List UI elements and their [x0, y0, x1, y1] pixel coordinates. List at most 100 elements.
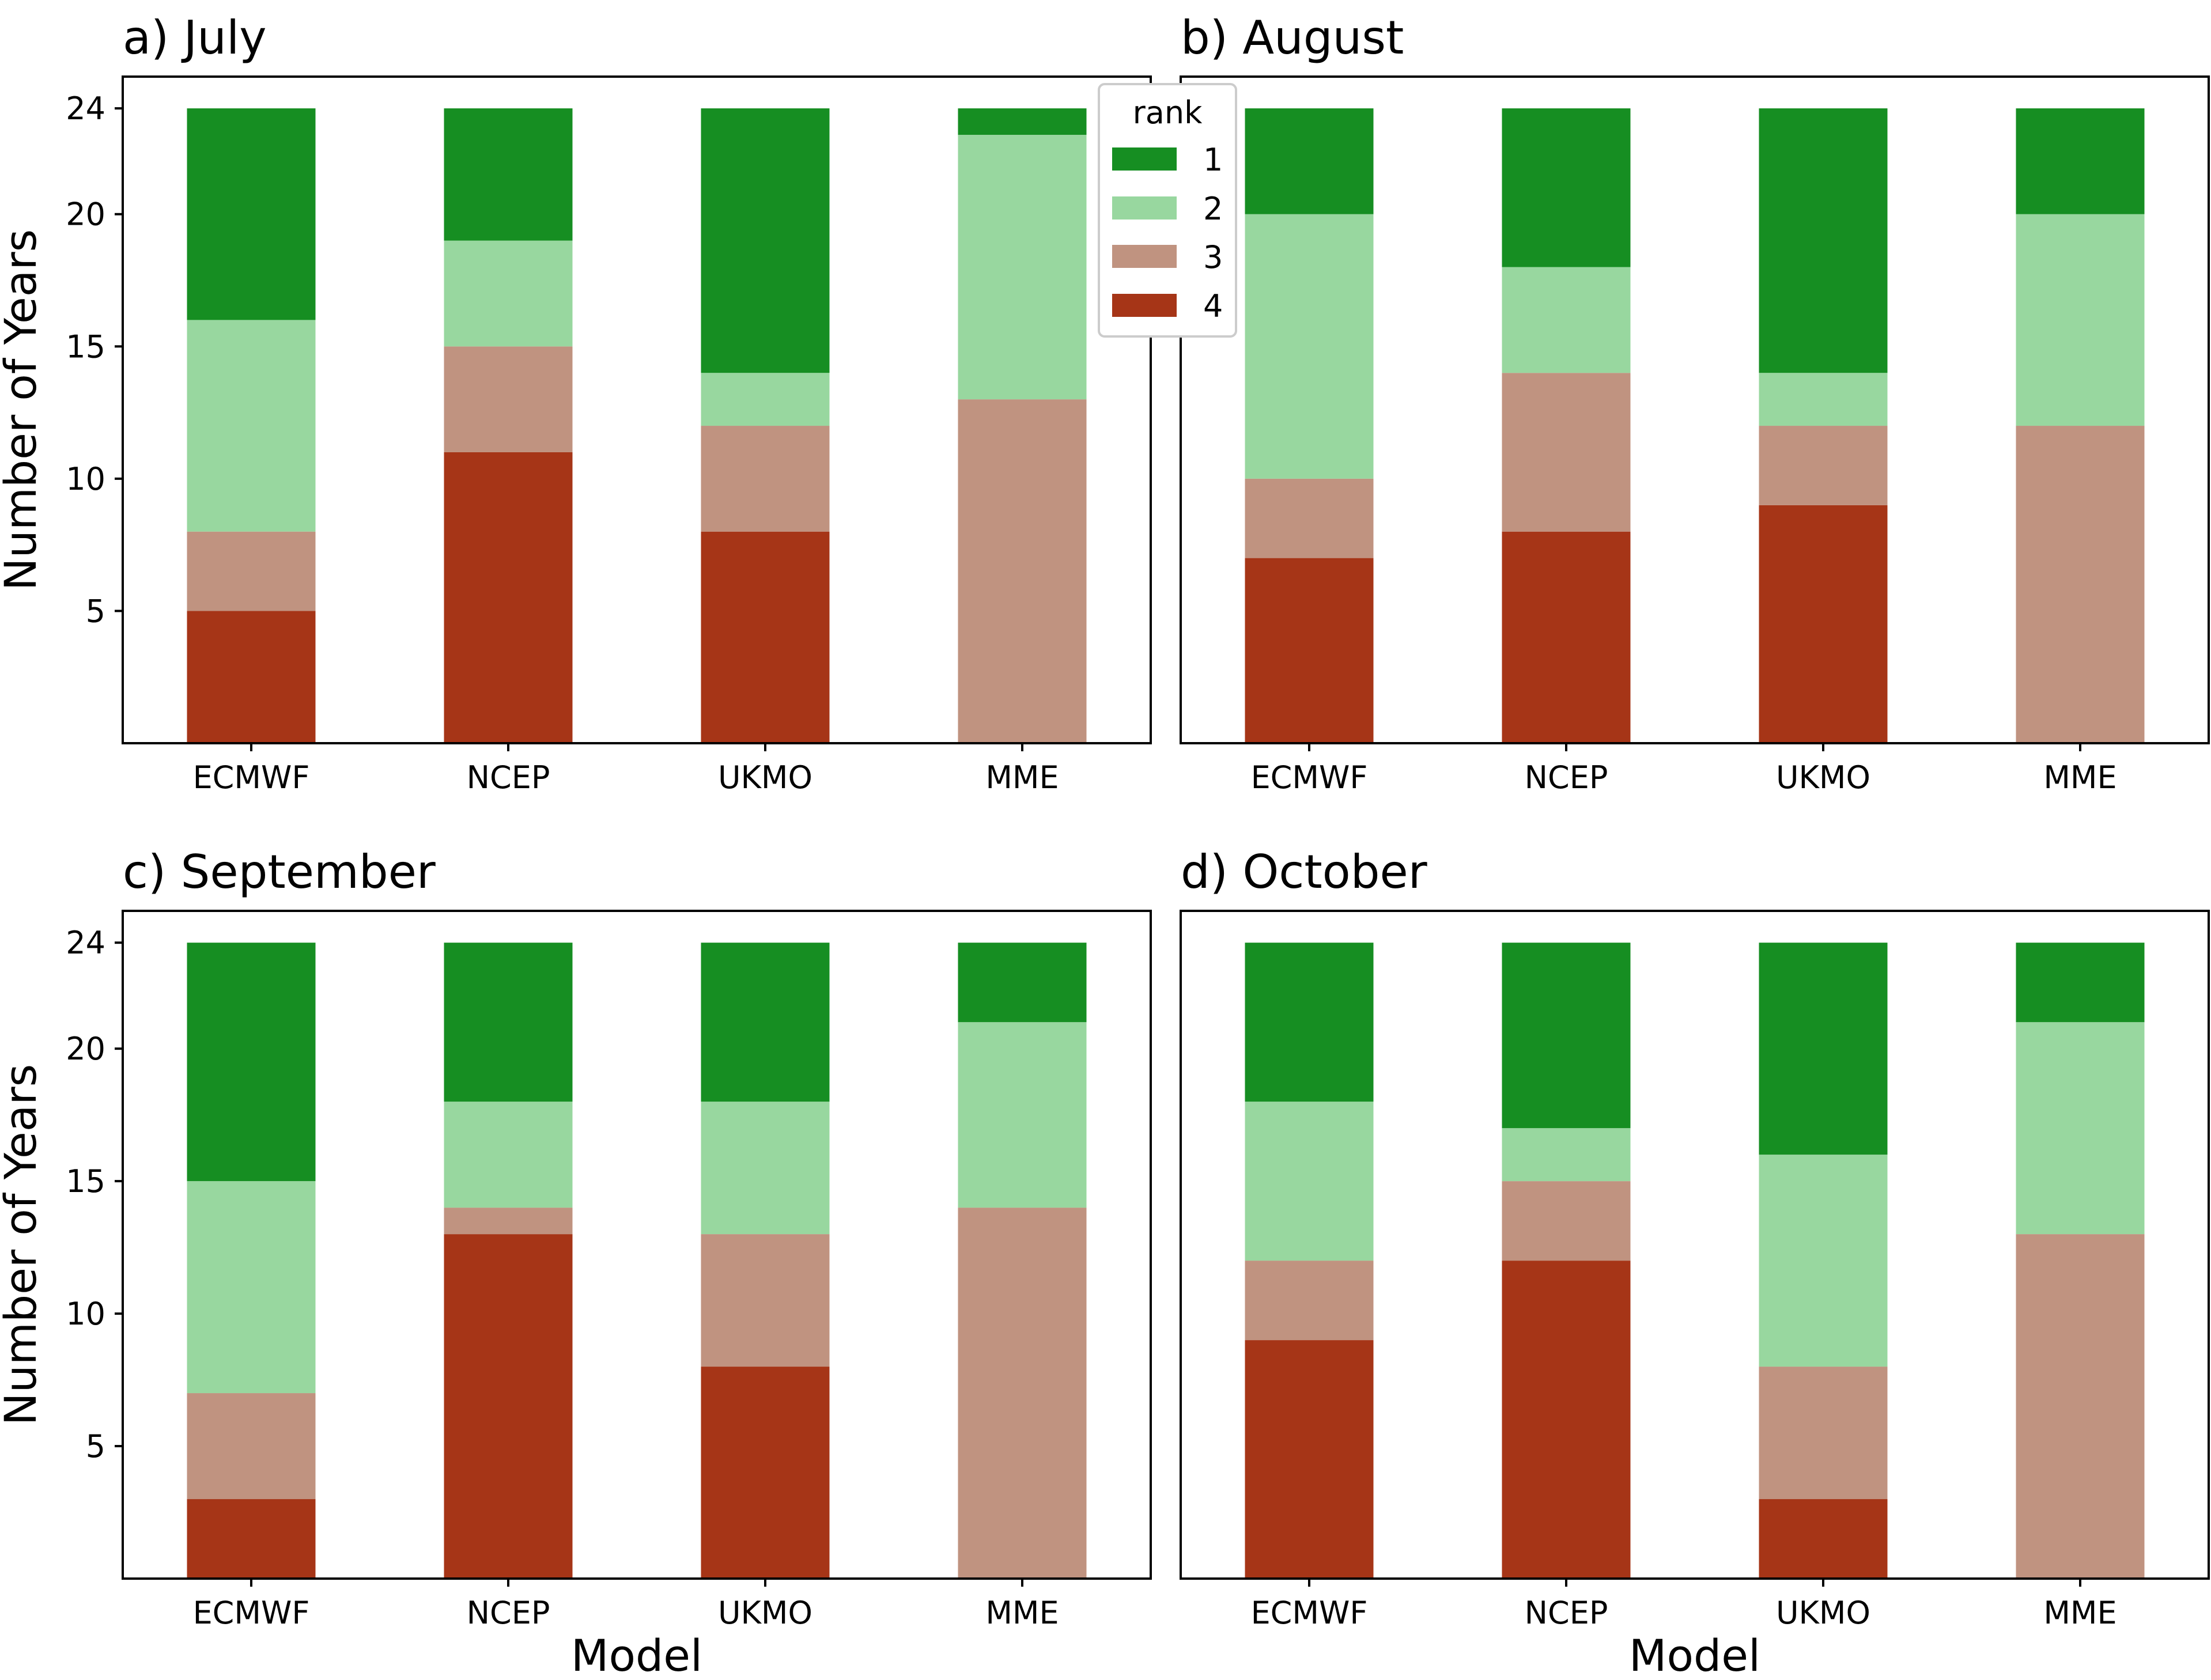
bar-ukmo-rank-1: [701, 108, 830, 373]
bar-mme-rank-2: [958, 1022, 1087, 1208]
bar-ukmo-rank-3: [701, 426, 830, 532]
bar-mme-rank-3: [958, 399, 1087, 743]
y-tick-label: 15: [66, 328, 105, 365]
x-axis-label: Model: [1629, 1630, 1760, 1680]
panel-title: c) September: [123, 845, 436, 899]
bar-mme-rank-1: [2016, 108, 2145, 214]
bar-mme-rank-3: [958, 1208, 1087, 1579]
plot-frame: [122, 75, 1152, 744]
legend: rank 1 2 3 4: [1098, 83, 1237, 338]
bar-mme-rank-2: [2016, 1022, 2145, 1235]
x-tick-label: ECMWF: [1251, 759, 1368, 796]
bar-ecmwf-rank-4: [187, 611, 316, 743]
y-axis-label: Number of Years: [0, 229, 46, 591]
bar-ukmo-rank-4: [701, 1367, 830, 1579]
bar-ncep-rank-4: [1502, 531, 1631, 743]
x-tick-label: MME: [985, 759, 1059, 796]
bar-ecmwf-rank-4: [1245, 558, 1374, 743]
bar-ncep-rank-4: [1502, 1261, 1631, 1579]
bar-ecmwf-rank-1: [1245, 108, 1374, 214]
legend-swatch-3: [1112, 245, 1177, 268]
bar-ukmo-rank-1: [701, 943, 830, 1102]
bar-ncep-rank-1: [1502, 108, 1631, 267]
bar-ecmwf-rank-2: [187, 320, 316, 532]
bar-ecmwf-rank-4: [187, 1499, 316, 1579]
y-tick-label: 24: [66, 925, 105, 961]
bar-mme-rank-1: [958, 108, 1087, 135]
bar-ukmo-rank-4: [701, 531, 830, 743]
bar-ncep-rank-4: [444, 1234, 573, 1579]
plot-frame: [1180, 910, 2210, 1580]
legend-swatch-2: [1112, 196, 1177, 220]
bar-ukmo-rank-3: [1759, 426, 1888, 505]
bar-ncep-rank-3: [444, 346, 573, 452]
y-tick-label: 5: [86, 1428, 105, 1465]
x-tick-label: UKMO: [718, 759, 812, 796]
bar-ecmwf-rank-4: [1245, 1340, 1374, 1579]
x-tick-label: MME: [985, 1595, 1059, 1631]
bar-ukmo-rank-2: [1759, 1155, 1888, 1367]
panel-september: c) September ECMWF NCEP UKMO MME 5 10 15 20 24 Num…: [0, 845, 1152, 1680]
bar-ukmo-rank-4: [1759, 505, 1888, 743]
y-axis-label: Number of Years: [0, 1064, 46, 1425]
bar-ecmwf-rank-1: [187, 108, 316, 320]
bar-ncep-rank-1: [444, 943, 573, 1102]
bar-ecmwf-rank-3: [187, 1393, 316, 1500]
legend-title: rank: [1133, 94, 1203, 131]
bar-ecmwf-rank-3: [1245, 1261, 1374, 1341]
bar-ncep-rank-2: [1502, 267, 1631, 373]
x-tick-label: NCEP: [467, 1595, 550, 1631]
legend-label-4: 4: [1203, 288, 1223, 324]
y-tick-label: 10: [66, 461, 105, 497]
bar-mme-rank-3: [2016, 1234, 2145, 1579]
y-tick-label: 20: [66, 1031, 105, 1067]
bar-mme-rank-2: [958, 135, 1087, 400]
bar-ncep-rank-2: [444, 1102, 573, 1208]
bar-ecmwf-rank-1: [187, 943, 316, 1182]
panel-october: d) October ECMWF NCEP UKMO MME Model: [1180, 845, 2210, 1680]
bar-mme-rank-2: [2016, 214, 2145, 426]
x-tick-label: MME: [2043, 759, 2116, 796]
bar-ukmo-rank-1: [1759, 943, 1888, 1155]
bar-ukmo-rank-4: [1759, 1499, 1888, 1579]
x-tick-label: UKMO: [1776, 1595, 1870, 1631]
bar-ncep-rank-4: [444, 452, 573, 743]
bar-ukmo-rank-2: [701, 373, 830, 426]
panel-august: b) August ECMWF NCEP UKMO MME: [1180, 11, 2210, 796]
bar-ecmwf-rank-2: [187, 1181, 316, 1394]
x-tick-label: MME: [2043, 1595, 2116, 1631]
bar-ukmo-rank-1: [1759, 108, 1888, 373]
bar-ukmo-rank-2: [1759, 373, 1888, 426]
bar-mme-rank-1: [2016, 943, 2145, 1023]
y-tick-label: 20: [66, 196, 105, 233]
bar-ncep-rank-1: [1502, 943, 1631, 1129]
bar-ecmwf-rank-1: [1245, 943, 1374, 1102]
legend-label-1: 1: [1203, 142, 1223, 178]
x-tick-label: ECMWF: [193, 759, 310, 796]
y-tick-label: 5: [86, 593, 105, 629]
legend-label-2: 2: [1203, 191, 1223, 227]
bar-ncep-rank-2: [444, 240, 573, 347]
panel-title: d) October: [1181, 845, 1427, 899]
x-tick-label: NCEP: [467, 759, 550, 796]
bar-ecmwf-rank-3: [187, 531, 316, 611]
legend-swatch-4: [1112, 294, 1177, 317]
x-tick-label: NCEP: [1525, 759, 1608, 796]
bar-ukmo-rank-3: [1759, 1367, 1888, 1500]
bar-ncep-rank-1: [444, 108, 573, 241]
bar-ncep-rank-3: [1502, 1181, 1631, 1261]
x-tick-label: ECMWF: [1251, 1595, 1368, 1631]
bar-ecmwf-rank-2: [1245, 214, 1374, 479]
y-tick-label: 24: [66, 90, 105, 127]
bar-ukmo-rank-2: [701, 1102, 830, 1235]
bar-mme-rank-1: [958, 943, 1087, 1023]
legend-swatch-1: [1112, 147, 1177, 171]
x-tick-label: UKMO: [718, 1595, 812, 1631]
bar-ukmo-rank-3: [701, 1234, 830, 1367]
panel-title: a) July: [123, 11, 267, 65]
bar-mme-rank-3: [2016, 426, 2145, 743]
x-tick-label: NCEP: [1525, 1595, 1608, 1631]
y-tick-label: 10: [66, 1296, 105, 1332]
plot-frame: [122, 910, 1152, 1580]
bar-ncep-rank-3: [444, 1208, 573, 1235]
